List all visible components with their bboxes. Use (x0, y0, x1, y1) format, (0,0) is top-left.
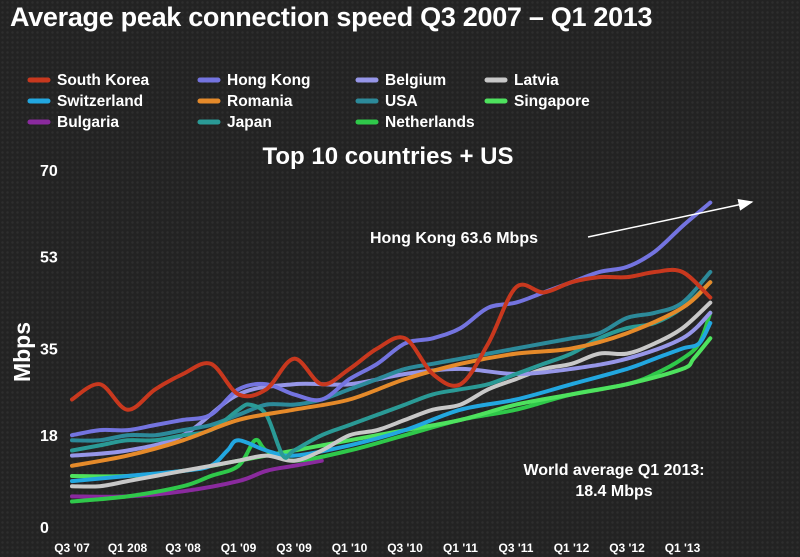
x-tick-label: Q3 '10 (387, 541, 423, 555)
legend-label-belgium: Belgium (385, 72, 446, 89)
legend-label-south-korea: South Korea (57, 72, 150, 89)
x-tick-label: Q3 '12 (609, 541, 645, 555)
series-line-japan (70, 280, 713, 460)
x-tick-label: Q1 '10 (332, 541, 368, 555)
y-tick-label: 18 (40, 428, 58, 445)
chart-title: Average peak connection speed Q3 2007 – … (10, 2, 653, 32)
legend-label-latvia: Latvia (514, 72, 559, 89)
series-line-usa (70, 270, 713, 443)
legend-label-bulgaria: Bulgaria (57, 114, 119, 131)
legend-label-switzerland: Switzerland (57, 93, 143, 110)
x-tick-label: Q3 '09 (276, 541, 312, 555)
x-tick-label: Q1 '13 (665, 541, 701, 555)
chart-subtitle: Top 10 countries + US (263, 143, 514, 170)
hong-kong-arrow (587, 198, 754, 238)
x-tick-label: Q3 '11 (499, 541, 534, 555)
series-line-latvia (70, 300, 713, 489)
hong-kong-annotation: Hong Kong 63.6 Mbps (370, 230, 538, 247)
series-line-romania (70, 280, 713, 468)
y-tick-label: 35 (40, 342, 58, 359)
series-line-switzerland (70, 321, 713, 484)
world-average-annotation: World average Q1 2013: (523, 462, 704, 479)
series-line-south-korea (70, 267, 713, 412)
y-tick-label: 0 (40, 520, 49, 537)
x-tick-label: Q1 '11 (443, 541, 478, 555)
x-tick-label: Q3 '07 (54, 541, 90, 555)
x-tick-label: Q3 '08 (165, 541, 201, 555)
legend-label-usa: USA (385, 93, 418, 110)
legend-label-japan: Japan (227, 114, 272, 131)
x-tick-label: Q1 208 (108, 541, 148, 555)
y-tick-label: 70 (40, 163, 58, 180)
series-line-singapore (70, 336, 713, 479)
series-line-hong-kong (70, 200, 713, 438)
series-line-netherlands (70, 310, 713, 504)
y-axis-label: Mbps (9, 322, 35, 382)
y-tick-label: 53 (40, 250, 58, 267)
legend-label-hong-kong: Hong Kong (227, 72, 311, 89)
world-average-value: 18.4 Mbps (575, 483, 652, 500)
legend-label-netherlands: Netherlands (385, 114, 475, 131)
legend-label-romania: Romania (227, 93, 293, 110)
x-tick-label: Q1 '12 (554, 541, 590, 555)
x-tick-label: Q1 '09 (221, 541, 257, 555)
legend-label-singapore: Singapore (514, 93, 590, 110)
